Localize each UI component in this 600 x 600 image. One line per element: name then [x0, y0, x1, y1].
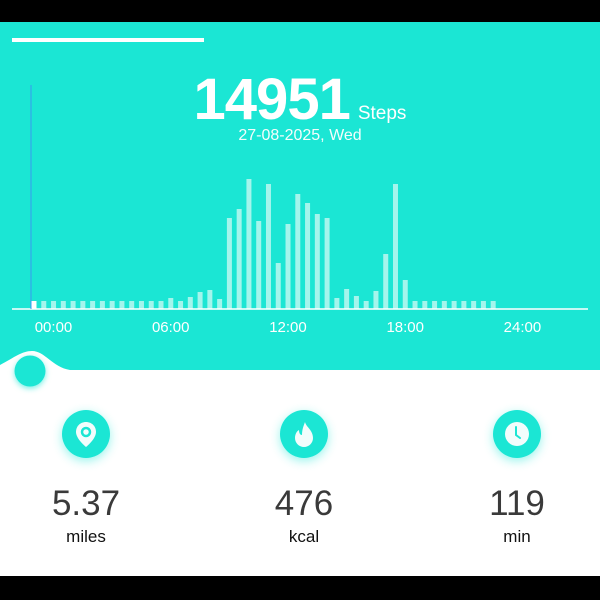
- bar[interactable]: [197, 292, 203, 309]
- date-label: 27-08-2025, Wed: [238, 127, 362, 144]
- bar[interactable]: [70, 301, 76, 309]
- bar[interactable]: [178, 301, 184, 309]
- x-tick-label: 18:00: [386, 319, 424, 336]
- bar[interactable]: [441, 301, 447, 309]
- steps-summary: 14951 Steps: [0, 66, 600, 133]
- bar[interactable]: [226, 218, 232, 309]
- duration-value: 119: [489, 484, 545, 523]
- bar[interactable]: [158, 301, 164, 309]
- bar[interactable]: [305, 203, 311, 309]
- bar[interactable]: [51, 301, 57, 309]
- bar[interactable]: [383, 254, 389, 309]
- bar[interactable]: [256, 221, 262, 309]
- bar[interactable]: [432, 301, 438, 309]
- bar[interactable]: [60, 301, 66, 309]
- status-bar: [0, 0, 600, 22]
- steps-unit: Steps: [357, 103, 407, 124]
- bar[interactable]: [207, 290, 213, 309]
- bar[interactable]: [402, 280, 408, 309]
- location-pin-icon: [62, 410, 110, 458]
- bar[interactable]: [295, 194, 301, 309]
- clock-icon: [493, 410, 541, 458]
- scrubber-knob[interactable]: [14, 355, 46, 387]
- bar[interactable]: [187, 297, 193, 309]
- bar[interactable]: [80, 301, 86, 309]
- bar[interactable]: [119, 301, 125, 309]
- bar[interactable]: [412, 301, 418, 309]
- bar[interactable]: [168, 298, 174, 309]
- bar[interactable]: [217, 299, 223, 309]
- flame-icon: [280, 410, 328, 458]
- bar[interactable]: [353, 296, 359, 309]
- calories-value: 476: [274, 484, 334, 523]
- bar[interactable]: [461, 301, 467, 309]
- x-tick-label: 00:00: [35, 319, 73, 336]
- calories-unit: kcal: [288, 527, 320, 546]
- bar[interactable]: [490, 301, 496, 309]
- bar[interactable]: [334, 298, 340, 309]
- bar[interactable]: [99, 301, 105, 309]
- bar[interactable]: [451, 301, 457, 309]
- bar[interactable]: [41, 301, 47, 309]
- bar[interactable]: [90, 301, 96, 309]
- progress-indicator: [12, 38, 204, 42]
- bar[interactable]: [314, 214, 320, 309]
- stats-panel: 5.37 miles 476 kcal 119 min: [0, 370, 600, 576]
- bar[interactable]: [246, 179, 252, 309]
- chart-scrubber[interactable]: [0, 345, 110, 395]
- bar[interactable]: [275, 263, 281, 309]
- duration-unit: min: [503, 527, 531, 546]
- x-tick-label: 06:00: [152, 319, 190, 336]
- bar[interactable]: [285, 224, 291, 309]
- bar[interactable]: [422, 301, 428, 309]
- bar[interactable]: [129, 301, 135, 309]
- bar[interactable]: [392, 184, 398, 309]
- navigation-bar: [0, 576, 600, 600]
- bar[interactable]: [373, 291, 379, 309]
- steps-bar-chart[interactable]: 00:00 06:00 12:00 18:00 24:00: [0, 0, 600, 372]
- steps-count: 14951: [193, 67, 351, 132]
- distance-unit: miles: [66, 527, 106, 546]
- x-tick-label: 24:00: [504, 319, 542, 336]
- bar[interactable]: [148, 301, 154, 309]
- bar[interactable]: [236, 209, 242, 309]
- bar[interactable]: [265, 184, 271, 309]
- bar[interactable]: [471, 301, 477, 309]
- bar[interactable]: [480, 301, 486, 309]
- bar[interactable]: [138, 301, 144, 309]
- bar[interactable]: [324, 218, 330, 309]
- distance-value: 5.37: [51, 484, 121, 523]
- x-tick-label: 12:00: [269, 319, 307, 336]
- bar[interactable]: [344, 289, 350, 309]
- bar[interactable]: [109, 301, 115, 309]
- bar[interactable]: [31, 301, 37, 309]
- bar[interactable]: [363, 301, 369, 309]
